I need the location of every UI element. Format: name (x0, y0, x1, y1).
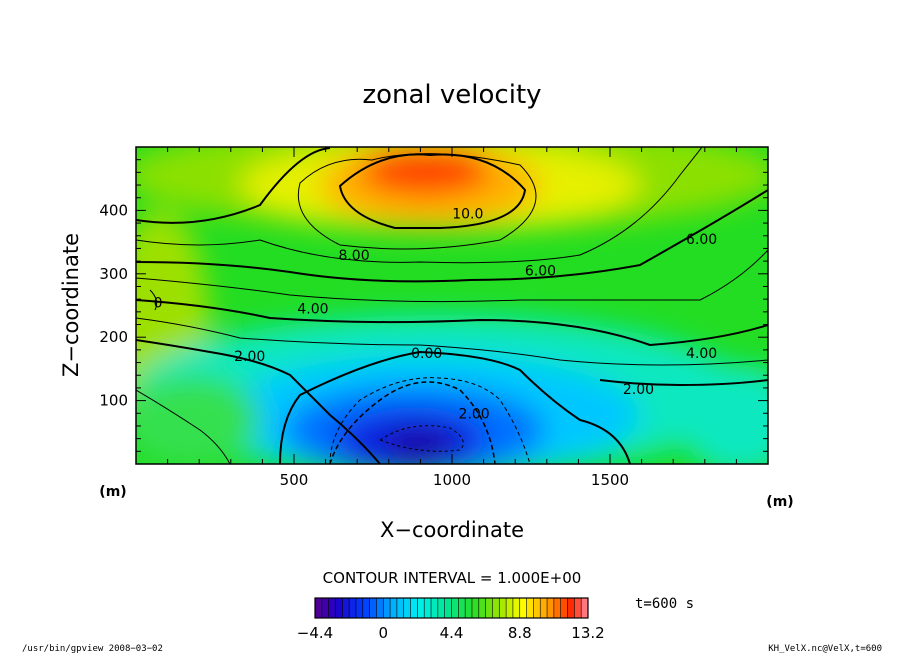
footer-right: KH_VelX.nc@VelX,t=600 (768, 644, 882, 654)
axes: 500 1000 1500 100 200 300 400 (99, 147, 768, 489)
field-fill (136, 147, 768, 464)
footer-left: /usr/bin/gpview 2008−03−02 (22, 644, 163, 654)
colorbar-cell (465, 598, 473, 618)
colorbar-cell (506, 598, 514, 618)
colorbar-cell (540, 598, 548, 618)
colorbar-cell (342, 598, 350, 618)
colorbar-cell (458, 598, 466, 618)
contour-interval-text: CONTOUR INTERVAL = 1.000E+00 (323, 569, 582, 587)
colorbar-cell (512, 598, 521, 618)
contour-label: 0.00 (411, 346, 442, 362)
colorbar-cell (533, 598, 541, 618)
colorbar-tick-label: 4.4 (440, 624, 464, 642)
contour-label: 10.0 (452, 207, 483, 223)
colorbar-cell (437, 598, 446, 618)
contour-label: 2.00 (623, 382, 654, 398)
colorbar-cell (560, 598, 569, 618)
colorbar-frame (314, 597, 589, 619)
colorbar-cell (567, 598, 575, 618)
time-label: t=600 s (635, 596, 694, 612)
colorbar-tick-label: −4.4 (297, 624, 333, 642)
colorbar-cell (444, 598, 452, 618)
colorbar-cell (451, 598, 459, 618)
colorbar-cell (349, 598, 357, 618)
colorbar-tick-label: 0 (378, 624, 388, 642)
colorbar-tick-label: 13.2 (571, 624, 604, 642)
x-tick-label: 1000 (433, 471, 471, 489)
contour-label: 2.00 (234, 349, 265, 365)
colorbar-cell (403, 598, 412, 618)
colorbar-cell (369, 598, 377, 618)
contour-label: 8.00 (338, 248, 369, 264)
colorbar-cell (471, 598, 480, 618)
colorbar-cell (478, 598, 487, 618)
colorbar-cell (376, 598, 384, 618)
colorbar-cell (315, 598, 323, 618)
y-tick-label: 400 (99, 201, 128, 219)
colorbar: −4.4 0 4.4 8.8 13.2 (297, 597, 605, 642)
colorbar-cell (410, 598, 418, 618)
contour-label: 6.00 (686, 232, 717, 248)
colorbar-cell (417, 598, 425, 618)
x-unit-label: (m) (99, 484, 126, 500)
y-axis-label: Z−coordinate (59, 233, 83, 377)
colorbar-cell (526, 598, 534, 618)
contour-label: 4.00 (297, 302, 328, 318)
colorbar-cell (574, 598, 582, 618)
colorbar-cell (321, 598, 330, 618)
x-tick-label: 500 (280, 471, 309, 489)
y-tick-label: 100 (99, 392, 128, 410)
colorbar-cell (553, 598, 562, 618)
colorbar-cell (390, 598, 398, 618)
colorbar-cell (519, 598, 528, 618)
colorbar-cell (492, 598, 500, 618)
contour-labels: 10.0 8.00 6.00 6.00 4.00 4.00 2.00 2.00 0.00 2.00… (154, 207, 718, 423)
colorbar-cell (383, 598, 391, 618)
x-axis-label: X−coordinate (380, 518, 524, 542)
y-tick-label: 300 (99, 265, 128, 283)
colorbar-cell (547, 598, 555, 618)
colorbar-cell (485, 598, 493, 618)
colorbar-cell (424, 598, 432, 618)
colorbar-cell (431, 598, 439, 618)
colorbar-cell (335, 598, 343, 618)
colorbar-cell (328, 598, 336, 618)
contour-label: 4.00 (686, 346, 717, 362)
contour-lines (136, 147, 768, 464)
colorbar-cell (499, 598, 507, 618)
colorbar-cell (362, 598, 371, 618)
y-unit-label: (m) (766, 494, 793, 510)
x-tick-label: 1500 (591, 471, 629, 489)
contour-label: 0 (154, 295, 163, 311)
chart-title: zonal velocity (362, 80, 541, 110)
contour-label: 6.00 (525, 264, 556, 280)
contour-label: 2.00 (459, 406, 490, 422)
colorbar-tick-label: 8.8 (508, 624, 532, 642)
colorbar-cell (581, 598, 589, 618)
colorbar-cell (355, 598, 364, 618)
y-tick-label: 200 (99, 328, 128, 346)
colorbar-cell (396, 598, 405, 618)
